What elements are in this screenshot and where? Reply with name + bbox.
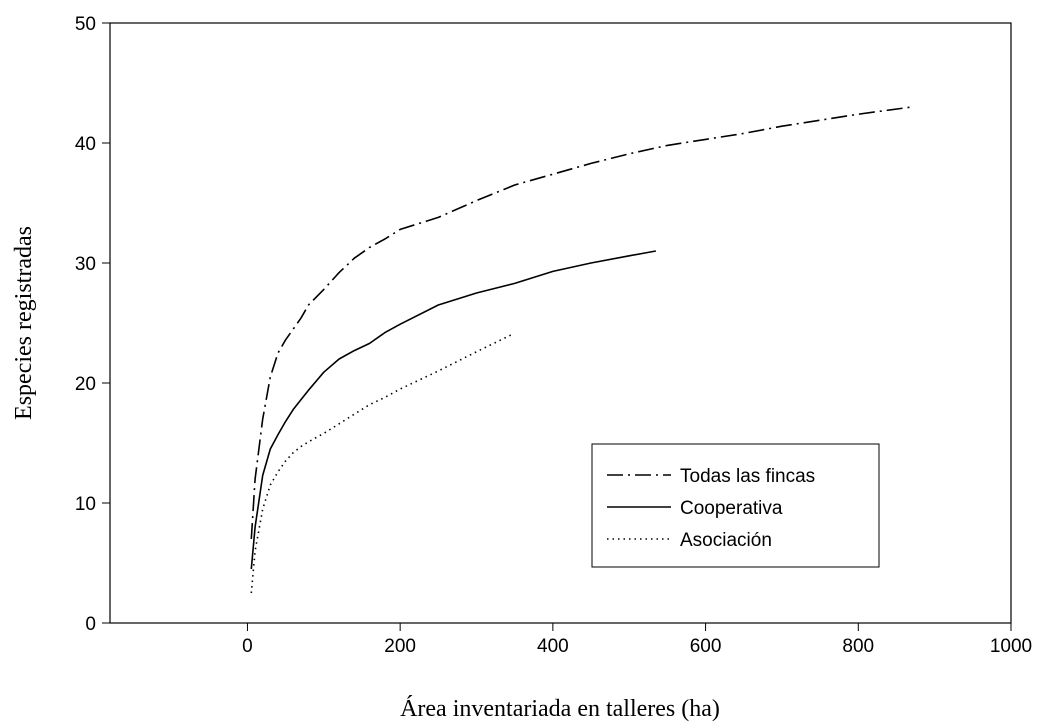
y-tick-label: 40 — [75, 134, 96, 155]
y-tick-label: 50 — [75, 14, 96, 35]
series-line — [250, 334, 512, 594]
series-lines — [250, 106, 912, 594]
y-tick-label: 0 — [85, 614, 96, 635]
legend-box — [591, 443, 880, 568]
y-tick-label: 30 — [75, 254, 96, 275]
x-axis: 0 200 400 600 800 1000 — [242, 623, 1032, 657]
x-tick-label: 0 — [242, 636, 253, 657]
legend-label: Asociación — [680, 530, 772, 551]
x-tick-label: 1000 — [990, 636, 1032, 657]
x-tick-label: 600 — [690, 636, 722, 657]
x-axis-title: Área inventariada en talleres (ha) — [400, 696, 720, 722]
y-axis: 0 10 20 30 40 50 — [75, 14, 110, 635]
x-tick-label: 200 — [384, 636, 416, 657]
legend-label: Cooperativa — [680, 498, 783, 519]
x-tick-label: 800 — [842, 636, 874, 657]
y-axis-title: Especies registradas — [11, 226, 37, 420]
legend: Todas las fincas Cooperativa Asociación — [591, 443, 880, 568]
y-tick-label: 20 — [75, 374, 96, 395]
plot-frame — [109, 22, 1012, 624]
series-line — [250, 106, 912, 540]
legend-label: Todas las fincas — [680, 466, 815, 487]
series-line — [250, 250, 657, 570]
x-tick-label: 400 — [537, 636, 569, 657]
y-tick-label: 10 — [75, 494, 96, 515]
